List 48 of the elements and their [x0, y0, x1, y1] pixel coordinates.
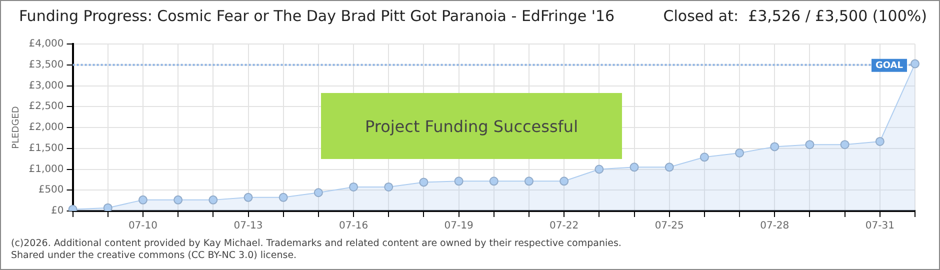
point: [138, 195, 148, 204]
point: [524, 176, 534, 186]
text: (c)2026. Additional content provided by Kay Michael. Trademarks and related content are owned by their respective companies.: [11, 238, 622, 250]
point: [770, 142, 780, 152]
point: [174, 195, 183, 204]
y-tick-label: £3,500: [28, 59, 64, 70]
y-axis-title: PLEDGED: [12, 106, 22, 149]
chart-subtitle: Closed at: £3,526 / £3,500 (100%): [663, 7, 927, 25]
point: [278, 192, 288, 202]
y-tick-label: £1,000: [28, 164, 64, 175]
y-tick-label: £3,000: [28, 80, 64, 92]
y-tick-label: £2,000: [28, 122, 64, 134]
x-tick-label: 07-19: [444, 220, 474, 232]
x-tick-label: 07-10: [128, 220, 158, 232]
point: [419, 178, 428, 187]
x-tick-label: 07-28: [760, 220, 790, 232]
point: [489, 176, 498, 186]
point: [454, 176, 464, 186]
point: [349, 182, 358, 192]
x-tick-label: 07-16: [338, 220, 368, 232]
x-tick-label: 07-31: [865, 220, 894, 232]
point: [103, 203, 112, 211]
y-tick-label: £500: [38, 184, 64, 196]
point: [208, 195, 218, 204]
point: [664, 162, 674, 172]
x-tick-label: 07-13: [234, 220, 263, 232]
ref-line-label: GOAL: [876, 61, 904, 72]
y-tick-label: £0: [51, 206, 64, 217]
y-tick-label: £2,500: [28, 101, 64, 112]
point: [630, 162, 639, 172]
banner: Project Funding Successful: [321, 93, 622, 159]
point: [700, 152, 709, 162]
point: [875, 136, 884, 146]
chart-title: Funding Progress: Cosmic Fear or The Day Brad Pitt Got Paranoia - EdFringe '16: [19, 7, 615, 25]
x-tick-label: 07-22: [550, 220, 579, 232]
point: [735, 148, 744, 158]
point: [560, 176, 569, 186]
point: [314, 188, 323, 198]
point: [910, 59, 920, 68]
point: [594, 164, 604, 174]
point: [840, 140, 850, 150]
y-tick-label: £4,000: [28, 38, 64, 50]
point: [805, 140, 814, 150]
y-tick-label: £1,500: [28, 142, 64, 154]
point: [244, 192, 253, 202]
point: [384, 182, 394, 192]
text: Shared under the creative commons (CC BY-NC 3.0) license.: [11, 250, 298, 262]
x-tick-label: 07-25: [654, 220, 684, 232]
